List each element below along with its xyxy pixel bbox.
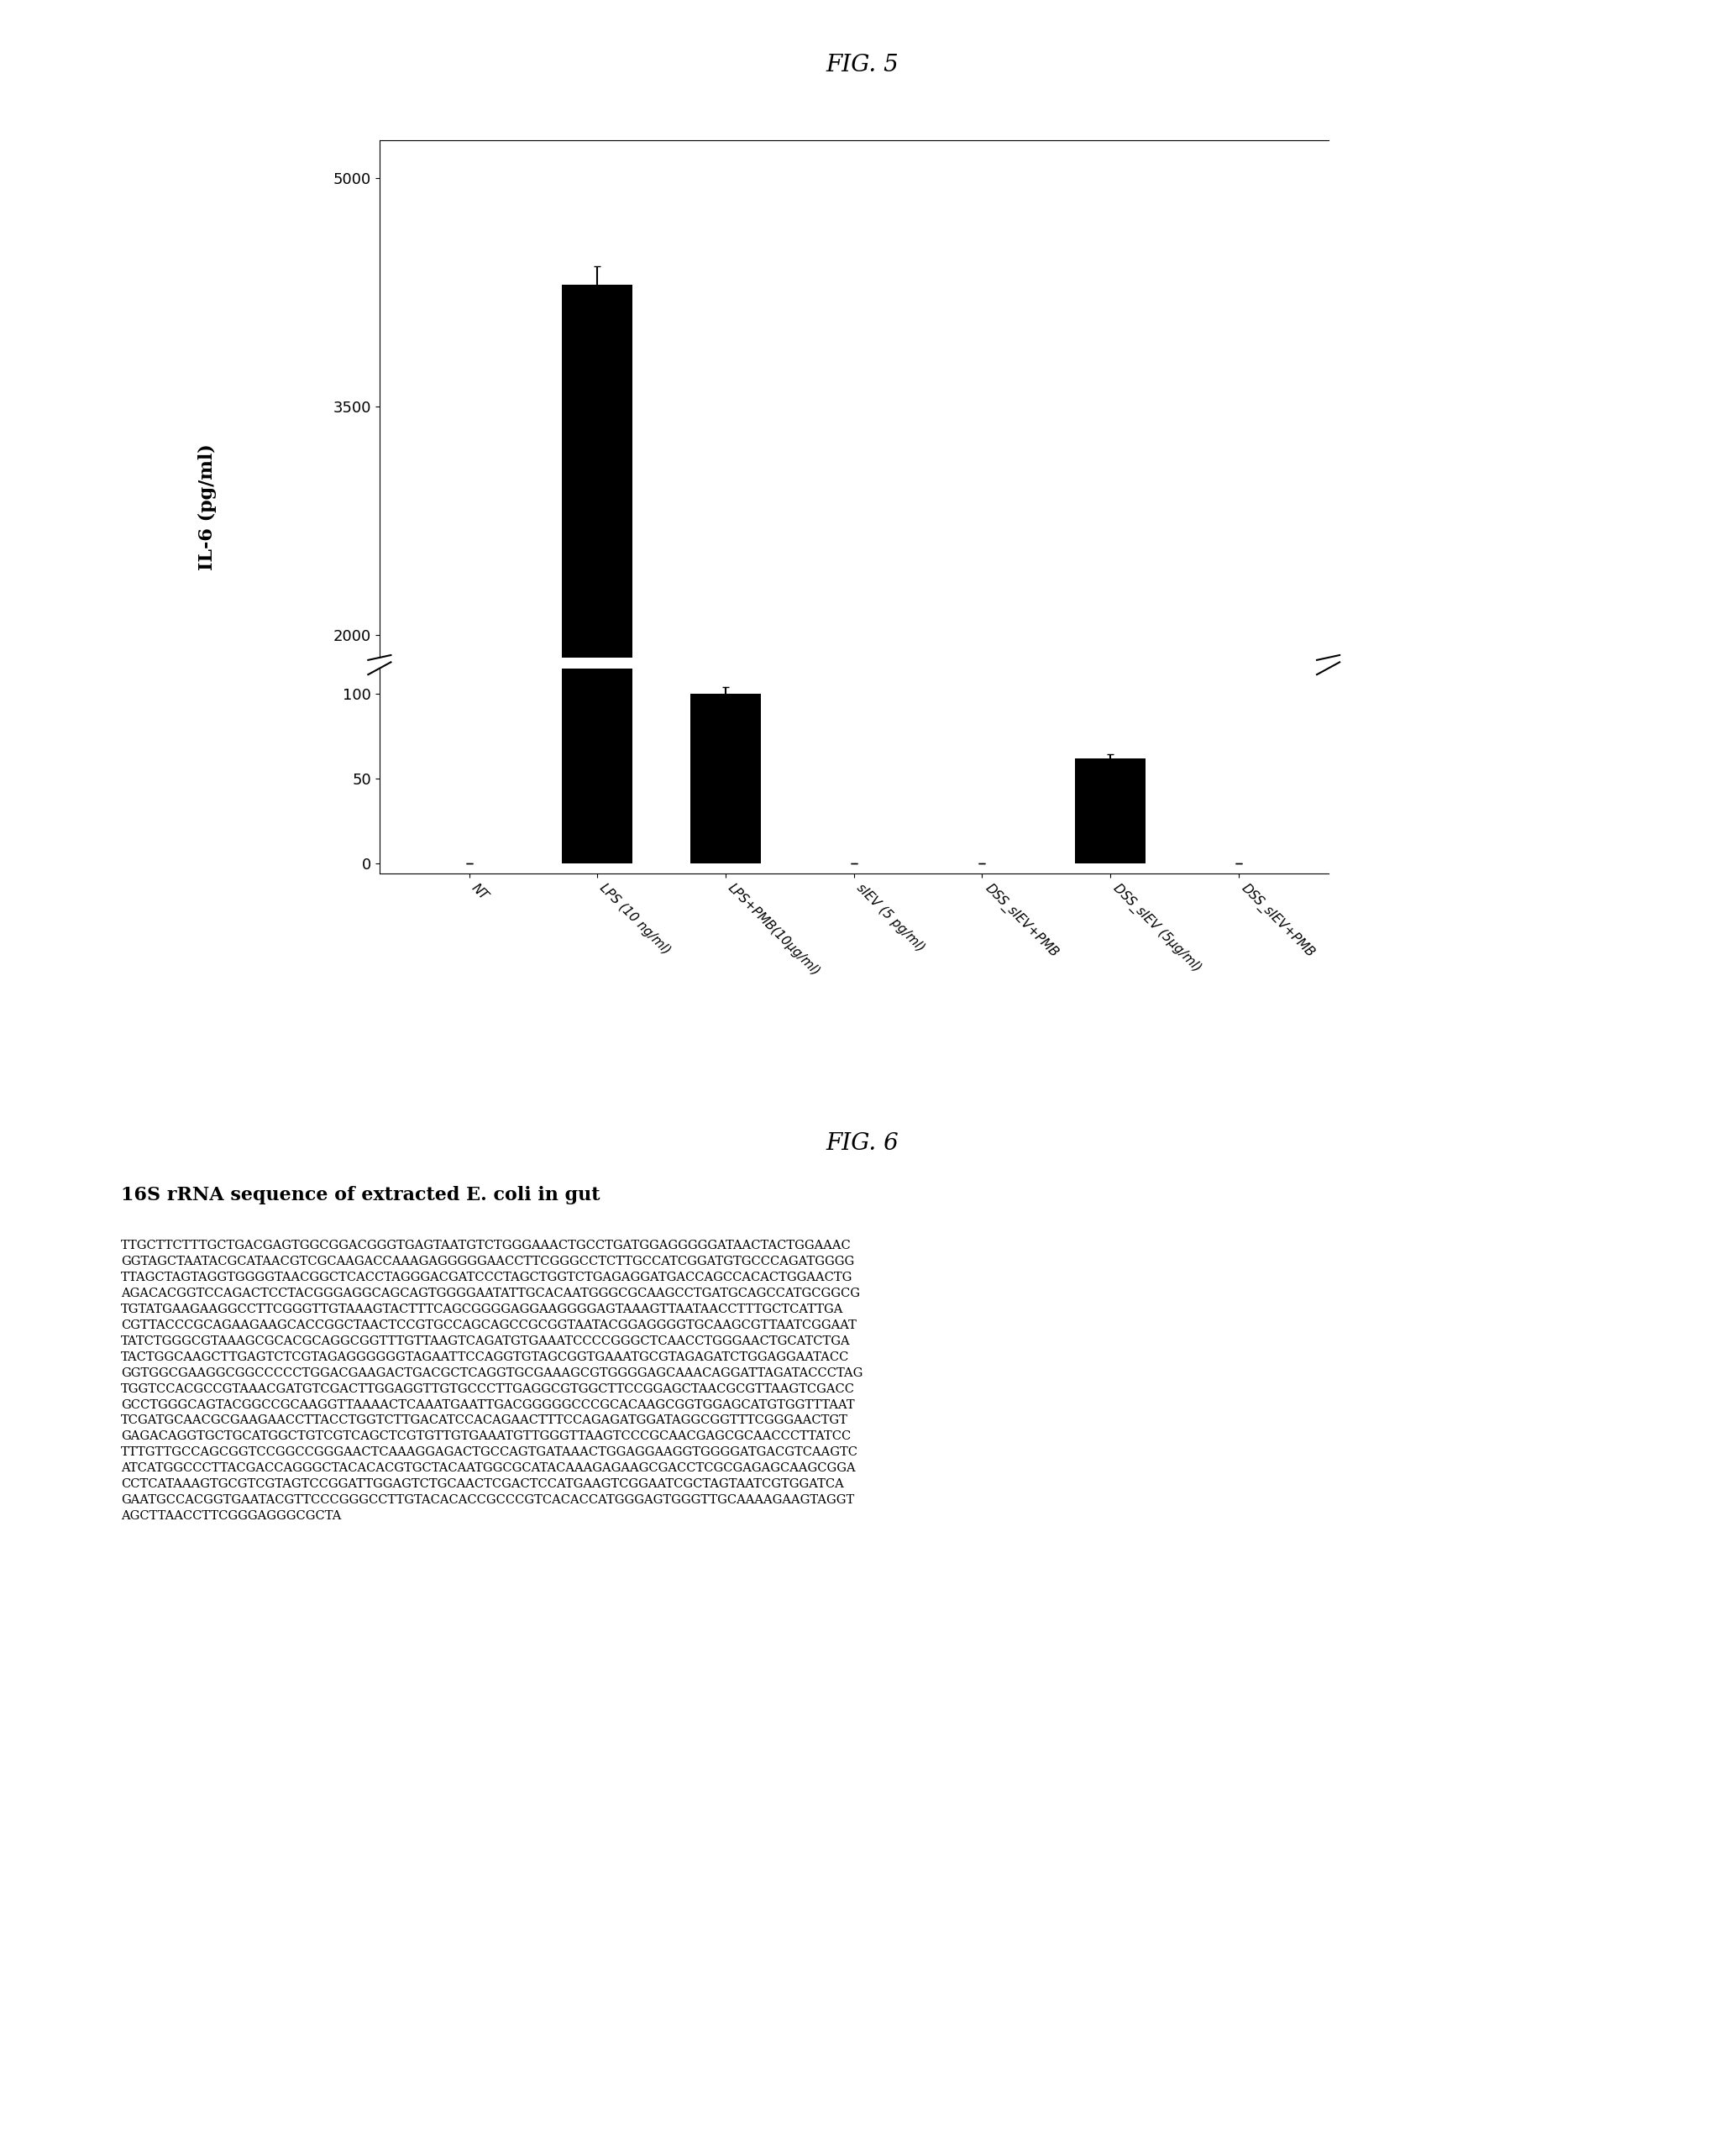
- Bar: [1075, 929, 1145, 940]
- Bar: [1075, 759, 1145, 862]
- Text: 16S rRNA sequence of extracted E. coli in gut: 16S rRNA sequence of extracted E. coli i…: [121, 1186, 600, 1205]
- Text: TTGCTTCTTTGCTGACGAGTGGCGGACGGGTGAGTAATGTCTGGGAAACTGCCTGATGGAGGGGGATAACTACTGGAAAC: TTGCTTCTTTGCTGACGAGTGGCGGACGGGTGAGTAATGT…: [121, 1240, 862, 1522]
- Text: IL-6 (pg/ml): IL-6 (pg/ml): [198, 444, 216, 569]
- Text: FIG. 6: FIG. 6: [826, 1132, 899, 1156]
- Bar: [690, 694, 761, 862]
- Bar: [562, 285, 633, 940]
- Bar: [690, 925, 761, 940]
- Text: FIG. 5: FIG. 5: [826, 54, 899, 78]
- Bar: [562, 0, 633, 862]
